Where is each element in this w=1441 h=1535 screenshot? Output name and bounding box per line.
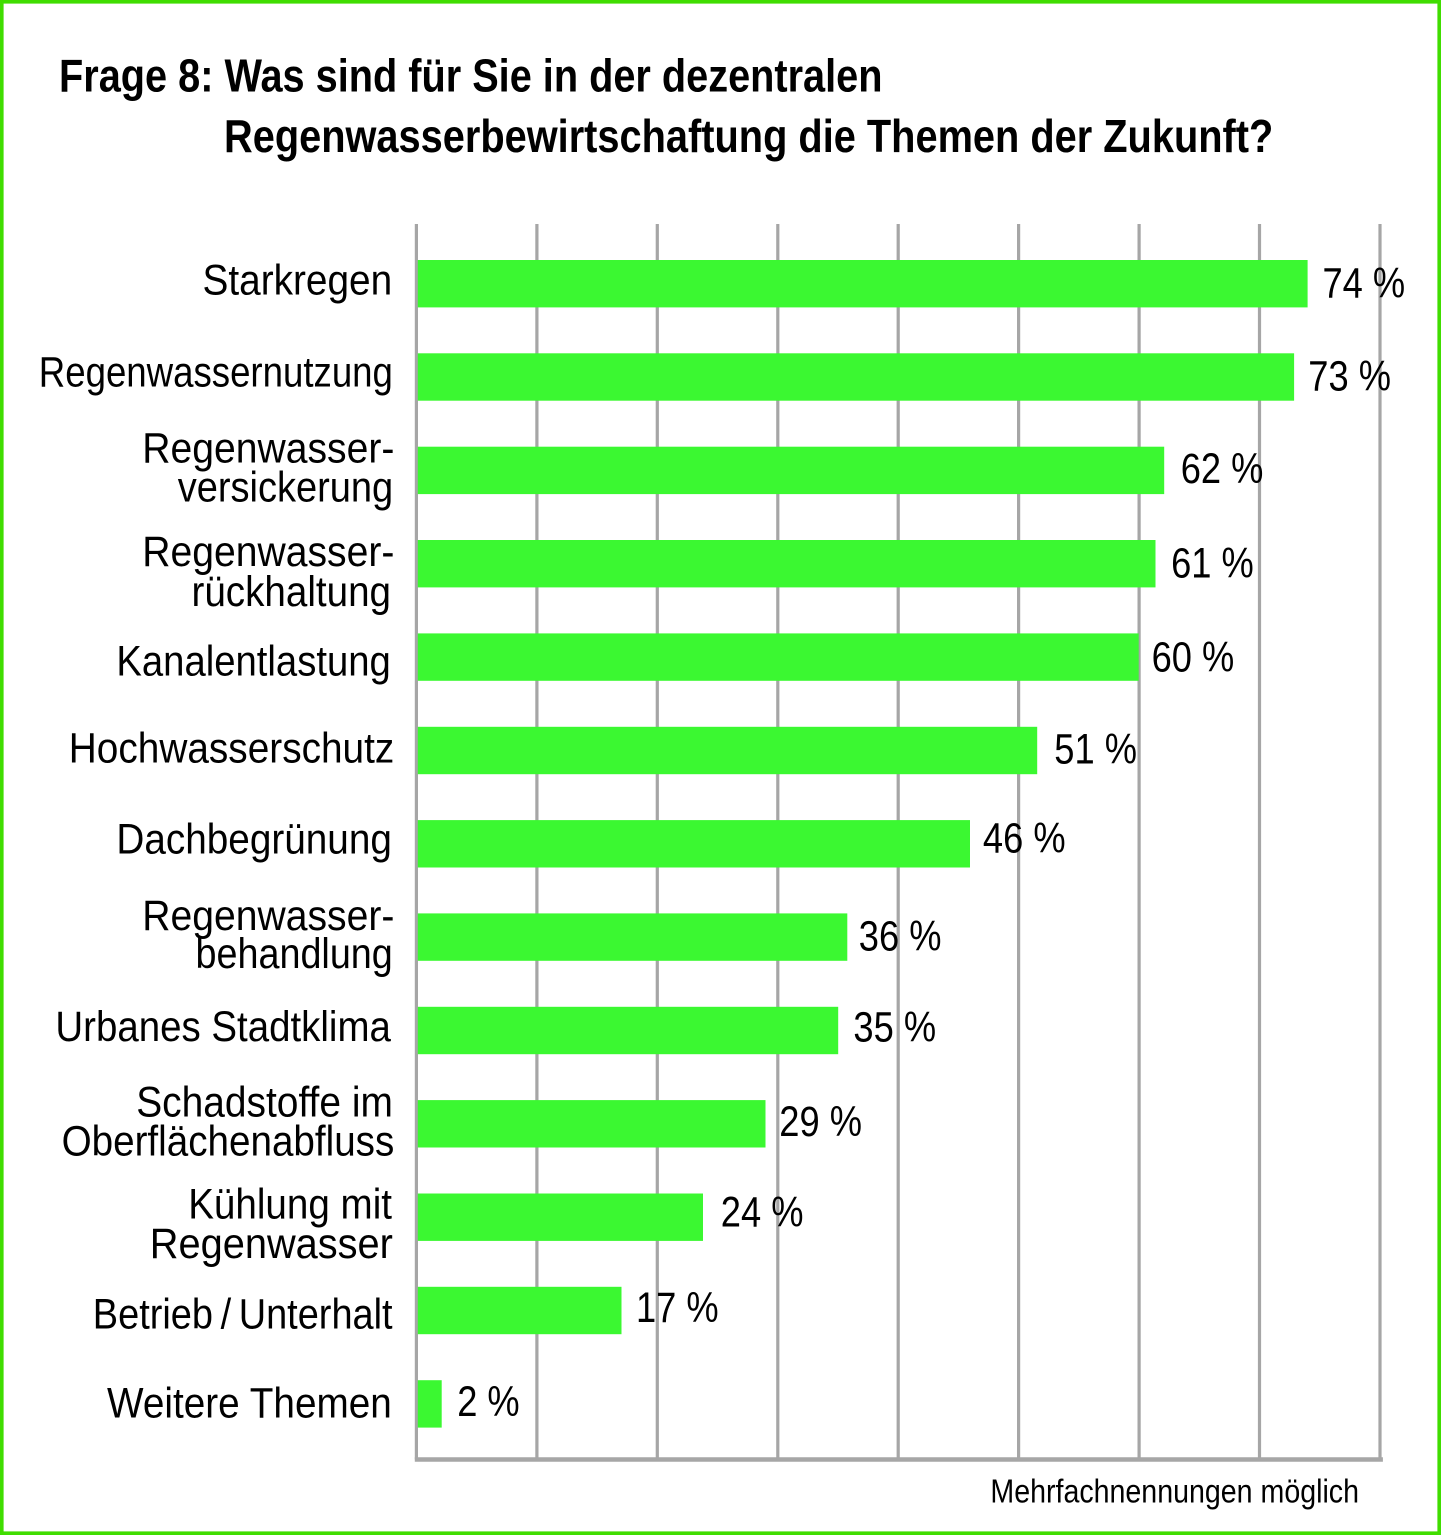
- svg-text:Kanalentlastung: Kanalentlastung: [116, 638, 390, 686]
- svg-text:29 %: 29 %: [779, 1098, 862, 1146]
- svg-text:Urbanes Stadtklima: Urbanes Stadtklima: [55, 1003, 391, 1051]
- svg-text:73 %: 73 %: [1308, 353, 1391, 401]
- svg-text:Regenwassernutzung: Regenwassernutzung: [39, 349, 393, 397]
- svg-text:51 %: 51 %: [1054, 725, 1137, 773]
- svg-text:Schadstoffe im: Schadstoffe im: [136, 1078, 393, 1126]
- svg-text:Regenwasser-: Regenwasser-: [142, 425, 394, 473]
- svg-text:36 %: 36 %: [859, 913, 942, 961]
- svg-text:Weitere Themen: Weitere Themen: [107, 1379, 392, 1427]
- svg-text:Oberflächenabfluss: Oberflächenabfluss: [62, 1117, 395, 1165]
- svg-text:61 %: 61 %: [1171, 539, 1254, 587]
- svg-text:24 %: 24 %: [721, 1189, 804, 1237]
- svg-text:Hochwasserschutz: Hochwasserschutz: [69, 725, 395, 773]
- svg-text:46 %: 46 %: [983, 814, 1066, 862]
- svg-text:35 %: 35 %: [853, 1004, 936, 1052]
- svg-text:62 %: 62 %: [1181, 445, 1264, 493]
- svg-text:Dachbegrünung: Dachbegrünung: [116, 815, 392, 863]
- svg-text:Regenwasser-: Regenwasser-: [142, 892, 394, 940]
- svg-text:versickerung: versickerung: [178, 463, 394, 511]
- svg-text:rückhaltung: rückhaltung: [192, 568, 392, 616]
- svg-text:behandlung: behandlung: [196, 930, 393, 978]
- svg-text:Regenwasserbewirtschaftung die: Regenwasserbewirtschaftung die Themen de…: [224, 110, 1273, 162]
- svg-text:Kühlung mit: Kühlung mit: [188, 1181, 392, 1229]
- svg-text:17 %: 17 %: [636, 1284, 719, 1332]
- svg-text:Betrieb / Unterhalt: Betrieb / Unterhalt: [93, 1291, 393, 1339]
- svg-text:Regenwasser: Regenwasser: [150, 1220, 393, 1268]
- svg-text:Frage 8: Was sind für Sie in d: Frage 8: Was sind für Sie in der dezentr…: [59, 50, 883, 102]
- svg-text:74 %: 74 %: [1323, 260, 1406, 308]
- svg-text:60 %: 60 %: [1152, 633, 1235, 681]
- svg-text:2 %: 2 %: [457, 1378, 520, 1426]
- svg-text:Regenwasser-: Regenwasser-: [142, 528, 394, 576]
- svg-text:Starkregen: Starkregen: [203, 257, 393, 305]
- svg-text:Mehrfachnennungen möglich: Mehrfachnennungen möglich: [990, 1472, 1359, 1509]
